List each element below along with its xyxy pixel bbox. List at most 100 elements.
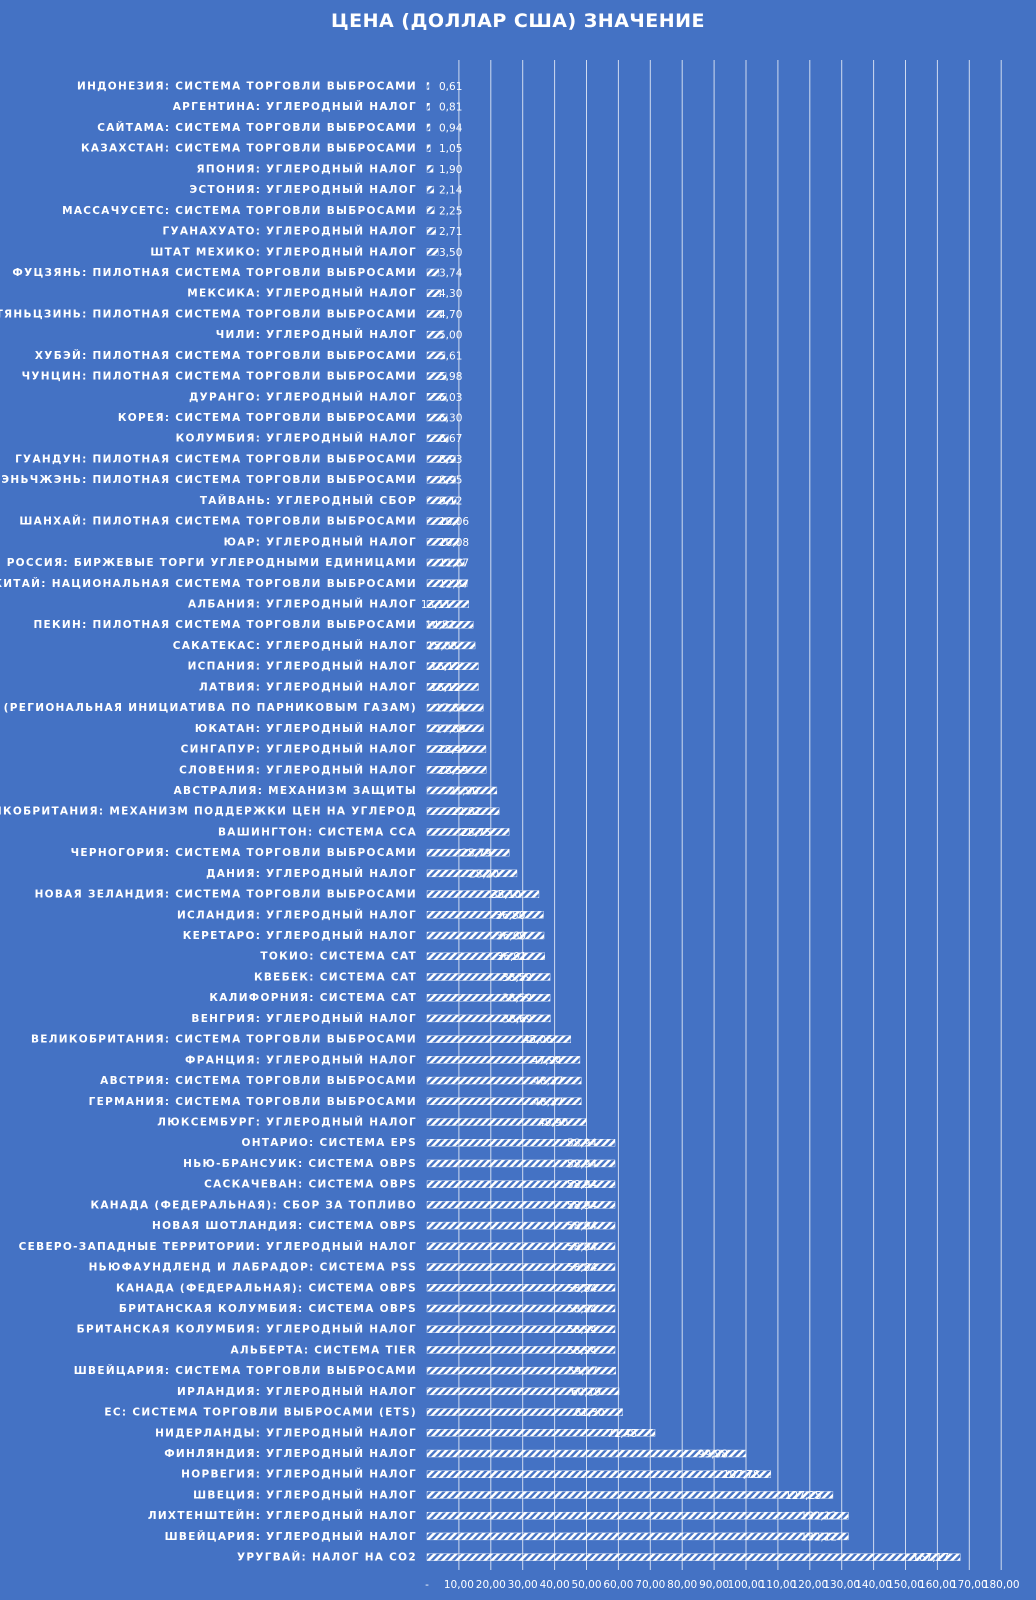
value-label: 0,61: [439, 81, 462, 93]
value-label: 58,94: [567, 1158, 597, 1170]
bar: [426, 1553, 961, 1561]
gridlines: [458, 60, 1002, 1570]
bar: [426, 144, 431, 152]
x-tick-label: 70,00: [635, 1579, 665, 1591]
bar: [426, 1221, 616, 1230]
category-label: ПЕКИН: ПИЛОТНАЯ СИСТЕМА ТОРГОВЛИ ВЫБРОСА…: [33, 619, 417, 631]
value-label: 35,10: [491, 889, 521, 901]
category-label: ШВЕЦИЯ: УГЛЕРОДНЫЙ НАЛОГ: [193, 1488, 417, 1501]
bar: [426, 413, 448, 422]
value-label: 6,30: [439, 413, 462, 425]
value-label: 58,94: [567, 1221, 597, 1233]
value-label: 59,17: [568, 1366, 598, 1378]
value-label: 132,12: [800, 1511, 837, 1523]
value-label: 15,08: [427, 640, 457, 652]
bar: [426, 724, 484, 733]
category-label: КАЛИФОРНИЯ: СИСТЕМА CAT: [209, 992, 417, 1004]
x-tick-label: 80,00: [667, 1579, 697, 1591]
category-label: АВСТРАЛИЯ: МЕХАНИЗМ ЗАЩИТЫ: [174, 785, 417, 797]
bar: [426, 1470, 772, 1478]
value-label: 99,98: [698, 1449, 728, 1461]
category-label: КЕРЕТАРО: УГЛЕРОДНЫЙ НАЛОГ: [183, 929, 417, 942]
category-label: НОРВЕГИЯ: УГЛЕРОДНЫЙ НАЛОГ: [181, 1468, 417, 1481]
value-label: 58,94: [567, 1179, 597, 1191]
category-label: КАЗАХСТАН: СИСТЕМА ТОРГОВЛИ ВЫБРОСАМИ: [81, 143, 417, 155]
value-label: 1,05: [439, 143, 462, 155]
category-label: ВЕНГРИЯ: УГЛЕРОДНЫЙ НАЛОГ: [191, 1012, 417, 1025]
value-label: 18,47: [438, 744, 468, 756]
value-label: 4,70: [439, 309, 462, 321]
category-label: ШВЕЙЦАРИЯ: СИСТЕМА ТОРГОВЛИ ВЫБРОСАМИ: [74, 1364, 417, 1377]
category-label: КОЛУМБИЯ: УГЛЕРОДНЫЙ НАЛОГ: [176, 432, 417, 445]
bar: [426, 1511, 849, 1520]
category-label: ИРЛАНДИЯ: УГЛЕРОДНЫЙ НАЛОГ: [177, 1385, 417, 1398]
category-label: ЕС: СИСТЕМА ТОРГОВЛИ ВЫБРОСАМИ (ETS): [104, 1407, 417, 1419]
bar: [426, 475, 456, 484]
value-label: 58,94: [567, 1200, 597, 1212]
value-label: 2,14: [439, 185, 463, 197]
category-label: РОССИЯ: БИРЖЕВЫЕ ТОРГИ УГЛЕРОДНЫМИ ЕДИНИ…: [7, 557, 417, 569]
bar: [426, 1387, 620, 1396]
category-label: КАНАДА (ФЕДЕРАЛЬНАЯ): СИСТЕМА OBPS: [116, 1282, 417, 1294]
bar: [426, 1076, 582, 1085]
bar: [426, 703, 484, 712]
bar: [426, 1014, 551, 1023]
bar: [426, 973, 551, 981]
category-label: КАНАДА (ФЕДЕРАЛЬНАЯ): СБОР ЗА ТОПЛИВО: [90, 1199, 417, 1211]
category-label: ЭСТОНИЯ: УГЛЕРОДНЫЙ НАЛОГ: [189, 183, 417, 196]
x-axis-tick-labels: - 10,00 20,00 30,00 40,00 50,00 60,00 70,00 80,0…: [425, 1579, 1019, 1591]
value-label: 45,06: [523, 1034, 553, 1046]
value-label: 38,59: [502, 972, 532, 984]
x-tick-label: 90,00: [699, 1579, 729, 1591]
value-label: 5,00: [439, 330, 462, 342]
category-label: БРИТАНСКАЯ КОЛУМБИЯ: УГЛЕРОДНЫЙ НАЛОГ: [77, 1323, 417, 1336]
bar: [426, 1242, 616, 1251]
value-label: 5,61: [439, 350, 462, 362]
value-label: 17,64: [435, 703, 465, 715]
category-label: ИСЛАНДИЯ: УГЛЕРОДНЫЙ НАЛОГ: [177, 908, 417, 921]
x-tick-label: 150,00: [887, 1579, 924, 1591]
category-label: БРИТАНСКАЯ КОЛУМБИЯ: СИСТЕМА OBPS: [119, 1303, 417, 1315]
value-label: 17,69: [435, 723, 465, 735]
category-label: ЛЮКСЕМБУРГ: УГЛЕРОДНЫЙ НАЛОГ: [157, 1116, 417, 1129]
category-label: ТЯНЬЦЗИНЬ: ПИЛОТНАЯ СИСТЕМА ТОРГОВЛИ ВЫБ…: [0, 308, 417, 320]
bar: [426, 931, 545, 940]
x-tick-label: 130,00: [823, 1579, 860, 1591]
value-labels: 0,61 0,81 0,94 1,05 1,90 2,14 2,25 2,71 3,50 3,74…: [421, 81, 949, 1564]
bar: [426, 1408, 623, 1416]
value-label: 16,12: [430, 661, 460, 673]
category-label: ШТАТ МЕХИКО: УГЛЕРОДНЫЙ НАЛОГ: [150, 245, 417, 258]
value-label: 58,94: [567, 1138, 597, 1150]
bar: [426, 1449, 747, 1458]
x-tick-label: 20,00: [476, 1579, 506, 1591]
x-tick-label: -: [425, 1579, 429, 1591]
value-label: 47,94: [532, 1055, 562, 1067]
bar: [426, 1532, 849, 1541]
value-label: 4,30: [439, 288, 462, 300]
bar: [426, 600, 470, 608]
bar: [426, 662, 479, 670]
value-label: 1,90: [439, 164, 462, 176]
bar: [426, 1304, 616, 1313]
category-label: ЮАР: УГЛЕРОДНЫЙ НАЛОГ: [224, 535, 417, 548]
x-tick-label: 60,00: [603, 1579, 633, 1591]
value-label: 36,69: [496, 931, 526, 943]
value-label: 58,94: [567, 1262, 597, 1274]
value-label: 25,75: [461, 827, 491, 839]
chart-title: ЦЕНА (ДОЛЛАР США) ЗНАЧЕНИЕ: [330, 10, 706, 32]
category-label: ФИНЛЯНДИЯ: УГЛЕРОДНЫЙ НАЛОГ: [164, 1447, 417, 1460]
value-label: 6,67: [439, 433, 462, 445]
x-tick-label: 110,00: [760, 1579, 797, 1591]
bar: [426, 952, 545, 960]
category-label: ДАНИЯ: УГЛЕРОДНЫЙ НАЛОГ: [206, 867, 417, 880]
category-label: ВЕЛИКОБРИТАНИЯ: МЕХАНИЗМ ПОДДЕРЖКИ ЦЕН Н…: [0, 806, 417, 818]
bars: [426, 82, 961, 1561]
bar: [426, 1159, 616, 1168]
bar: [426, 1325, 616, 1333]
category-label: ШЭНЬЧЖЭНЬ: ПИЛОТНАЯ СИСТЕМА ТОРГОВЛИ ВЫБ…: [0, 474, 417, 486]
bar: [426, 310, 443, 318]
bar: [426, 766, 487, 774]
bar: [426, 123, 431, 132]
value-label: 58,94: [567, 1303, 597, 1315]
bar: [426, 1366, 616, 1375]
